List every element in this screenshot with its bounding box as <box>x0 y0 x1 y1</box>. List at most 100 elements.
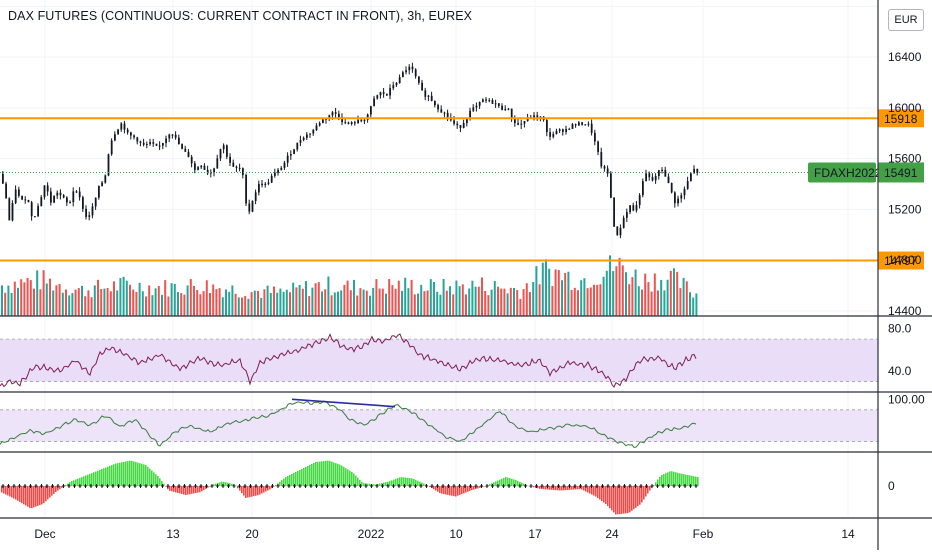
candle-body <box>562 129 564 132</box>
volume-bar <box>23 282 26 316</box>
series-name-label: FDAXH2022 <box>814 166 882 180</box>
histogram-bar <box>567 486 569 490</box>
histogram-bar <box>677 472 679 486</box>
volume-bar <box>167 296 170 316</box>
volume-bar <box>180 293 183 316</box>
candle-body <box>216 158 219 169</box>
histogram-bar <box>329 460 331 486</box>
histogram-bar <box>267 486 269 491</box>
histogram-bar <box>545 486 547 490</box>
volume-bar <box>231 285 234 316</box>
x-tick-label: 17 <box>528 527 542 541</box>
volume-bar <box>189 279 192 316</box>
histogram-bar <box>461 486 463 495</box>
histogram-bar <box>413 478 415 486</box>
candle-body <box>366 114 369 120</box>
candle-body <box>546 120 548 133</box>
histogram-bar <box>621 486 623 514</box>
volume-bar <box>337 291 339 316</box>
volume-bar <box>557 270 560 316</box>
histogram-bar <box>633 486 635 510</box>
volume-bar <box>583 278 586 316</box>
candle-body <box>312 129 315 134</box>
volume-bar <box>647 282 650 316</box>
candle-body <box>229 156 231 163</box>
candle-body <box>504 108 507 110</box>
volume-bar <box>356 295 359 316</box>
volume-bar <box>593 284 595 316</box>
currency-button[interactable]: EUR <box>888 9 924 31</box>
histogram-bar <box>675 472 677 486</box>
candle-body <box>190 156 193 164</box>
candle-body <box>69 202 71 204</box>
x-tick-label: 14 <box>841 527 855 541</box>
volume-bar <box>442 278 445 316</box>
histogram-bar <box>137 462 139 486</box>
histogram-bar <box>9 486 11 497</box>
candle-body <box>123 123 126 130</box>
volume-bar <box>106 287 109 316</box>
histogram-bar <box>145 465 147 486</box>
candle-body <box>674 192 676 204</box>
histogram-bar <box>377 484 379 486</box>
candle-body <box>616 226 619 236</box>
histogram-bar <box>331 461 333 486</box>
candle-body <box>341 117 343 123</box>
histogram-bar <box>349 470 351 486</box>
histogram-bar <box>395 478 397 486</box>
histogram-bar <box>353 473 355 486</box>
volume-bar <box>1 285 3 316</box>
histogram-bar <box>415 479 417 486</box>
histogram-bar <box>599 486 601 500</box>
volume-bar <box>173 283 176 316</box>
volume-bar <box>205 280 208 316</box>
histogram-bar <box>213 484 215 486</box>
histogram-bar <box>539 486 541 489</box>
histogram-bar <box>527 485 529 487</box>
candle-body <box>290 154 292 156</box>
volume-bar <box>164 280 167 316</box>
histogram-bar <box>139 463 141 486</box>
volume-bar <box>324 289 327 316</box>
candle-body <box>549 132 551 137</box>
histogram-bar <box>641 486 643 503</box>
histogram-bar <box>285 477 287 486</box>
histogram-bar <box>345 468 347 486</box>
candle-body <box>402 72 404 78</box>
histogram-bar <box>613 486 615 513</box>
candle-body <box>104 175 107 183</box>
histogram-bar <box>49 486 51 498</box>
histogram-bar <box>435 486 437 491</box>
candle-body <box>18 189 20 196</box>
candle-body <box>398 77 401 84</box>
candle-body <box>149 142 151 145</box>
price-tick-label: 14400 <box>888 304 922 318</box>
volume-bar <box>615 266 618 316</box>
series-label-bg <box>808 162 876 183</box>
volume-bar <box>413 294 416 316</box>
candle-body <box>376 95 379 99</box>
level-label-bg <box>878 251 924 270</box>
histogram-bar <box>657 479 659 486</box>
volume-bar <box>26 278 29 316</box>
histogram-bar <box>241 486 243 494</box>
volume-bar <box>10 292 13 316</box>
candle-body <box>360 119 363 122</box>
candle-body <box>478 101 481 106</box>
histogram-bar <box>159 478 161 486</box>
histogram-bar <box>257 486 259 496</box>
candle-body <box>446 112 449 118</box>
volume-bar <box>154 288 157 316</box>
volume-bar <box>58 283 61 316</box>
histogram-bar <box>97 470 99 486</box>
histogram-bar <box>429 486 431 487</box>
volume-bar <box>333 292 336 316</box>
volume-bar <box>385 293 387 316</box>
volume-bar <box>618 257 621 316</box>
candle-body <box>350 122 353 124</box>
histogram-bar <box>41 486 43 505</box>
volume-bar <box>663 290 666 316</box>
volume-bar <box>679 288 682 316</box>
